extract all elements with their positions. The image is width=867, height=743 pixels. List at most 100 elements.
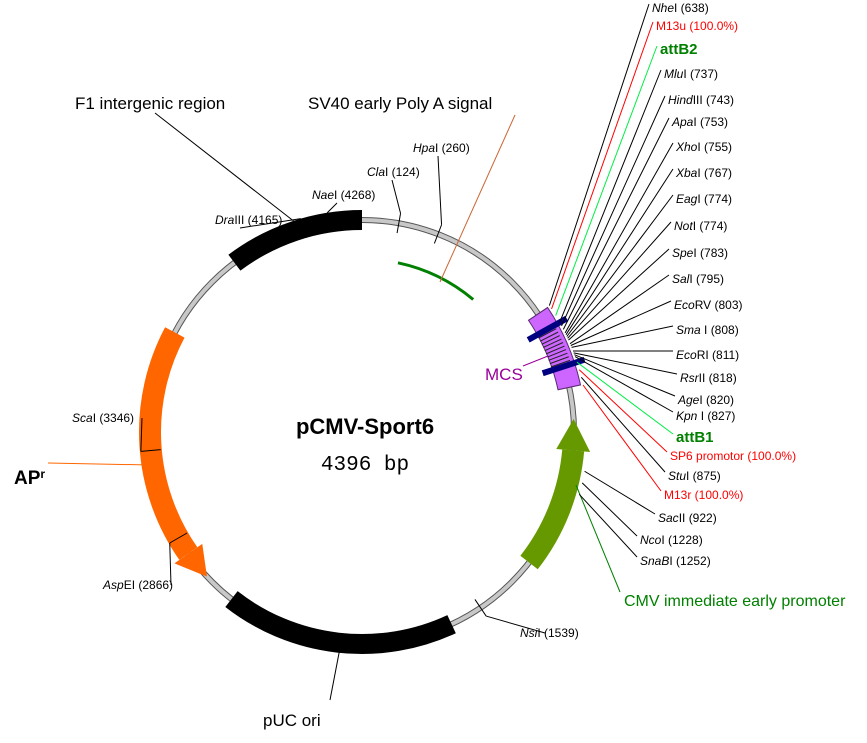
site-leader-line bbox=[574, 356, 674, 413]
site-leader-line bbox=[584, 470, 656, 515]
site-tick bbox=[300, 218, 307, 238]
enzyme-position: I (875) bbox=[686, 469, 721, 483]
enzyme-name: Spe bbox=[672, 246, 694, 260]
enzyme-name: Hind bbox=[668, 93, 693, 107]
mcs-label: MCS bbox=[485, 365, 523, 384]
mcs-leader-line bbox=[522, 355, 549, 367]
enzyme-position: I (808) bbox=[701, 323, 739, 337]
site-leader-line bbox=[580, 376, 666, 473]
restriction-site-label: SnaBI (1252) bbox=[640, 554, 711, 568]
restriction-site-label: ClaI (124) bbox=[367, 165, 420, 179]
site-tick bbox=[396, 213, 402, 234]
site-tick bbox=[539, 331, 559, 342]
enzyme-name: Nsi bbox=[520, 626, 538, 640]
enzyme-position: II (818) bbox=[699, 371, 737, 385]
restriction-site-label: NcoI (1228) bbox=[640, 533, 703, 547]
enzyme-name: Dra bbox=[215, 213, 235, 227]
site-tick bbox=[548, 352, 568, 361]
enzyme-name: Eco bbox=[676, 348, 697, 362]
site-leader-line bbox=[578, 493, 638, 558]
site-leader-line bbox=[565, 168, 674, 335]
site-tick bbox=[543, 338, 562, 348]
f1-leader-line bbox=[154, 112, 301, 227]
restriction-site-label: XhoI (755) bbox=[675, 140, 732, 154]
enzyme-name: Not bbox=[674, 219, 693, 233]
restriction-site-label: NsiI (1539) bbox=[520, 626, 579, 640]
restriction-site-label: NaeI (4268) bbox=[312, 188, 375, 202]
restriction-site-label: Sma I (808) bbox=[676, 323, 739, 337]
site-leader-line bbox=[581, 482, 638, 537]
plasmid-size: 4396 bp bbox=[321, 454, 409, 477]
enzyme-position: I (4268) bbox=[334, 188, 375, 202]
enzyme-position: I (1252) bbox=[669, 554, 710, 568]
enzyme-position: I (783) bbox=[693, 246, 728, 260]
site-leader-line bbox=[548, 3, 650, 306]
enzyme-name: Kpn bbox=[676, 409, 698, 423]
puc-leader-line bbox=[329, 647, 341, 701]
primer-label: M13u (100.0%) bbox=[656, 19, 738, 33]
att-site-label: attB1 bbox=[676, 429, 714, 446]
site-tick bbox=[550, 359, 571, 368]
enzyme-name: Nae bbox=[312, 188, 334, 202]
sv40-leader-line bbox=[439, 114, 516, 283]
leader-lines bbox=[47, 3, 678, 701]
restriction-site-label: StuI (875) bbox=[668, 469, 721, 483]
restriction-site-label: XbaI (767) bbox=[675, 166, 732, 180]
site-leader-line bbox=[239, 218, 301, 229]
enzyme-name: Cla bbox=[367, 165, 385, 179]
att-site-marker bbox=[541, 356, 586, 377]
restriction-site-label: AspEI (2866) bbox=[102, 578, 173, 592]
enzyme-position: RI (811) bbox=[697, 348, 739, 362]
enzyme-name: SnaB bbox=[640, 554, 669, 568]
site-leader-line bbox=[140, 417, 143, 452]
site-leader-line bbox=[571, 325, 674, 348]
enzyme-name: Age bbox=[677, 393, 700, 407]
enzyme-position: I (1539) bbox=[537, 626, 578, 640]
restriction-site-label: SacII (922) bbox=[658, 511, 717, 525]
enzyme-position: I (774) bbox=[693, 219, 728, 233]
enzyme-name: Nhe bbox=[652, 1, 674, 15]
site-tick bbox=[169, 532, 188, 544]
ampr-label: APr bbox=[14, 467, 45, 489]
enzyme-position: I (1228) bbox=[661, 533, 702, 547]
puc-label: pUC ori bbox=[263, 711, 321, 730]
enzyme-name: Nco bbox=[640, 533, 662, 547]
enzyme-position: I (3346) bbox=[93, 411, 134, 425]
site-leader-line bbox=[570, 300, 672, 346]
restriction-site-label: RsrII (818) bbox=[680, 371, 737, 385]
restriction-site-label: ApaI (753) bbox=[671, 115, 728, 129]
ampr-arc bbox=[139, 327, 198, 560]
site-tick bbox=[433, 224, 443, 244]
site-leader-line bbox=[555, 45, 658, 316]
restriction-site-label: ScaI (3346) bbox=[72, 411, 134, 425]
primer-label: M13r (100.0%) bbox=[664, 488, 743, 502]
site-leader-line bbox=[574, 354, 676, 397]
enzyme-position: RV (803) bbox=[695, 298, 743, 312]
site-tick bbox=[538, 328, 557, 339]
enzyme-position: II (922) bbox=[679, 511, 717, 525]
enzyme-position: I (638) bbox=[674, 1, 709, 15]
restriction-site-label: EcoRV (803) bbox=[674, 298, 743, 312]
site-tick bbox=[474, 599, 487, 617]
restriction-site-label: EcoRI (811) bbox=[676, 348, 739, 362]
site-tick bbox=[326, 212, 331, 233]
enzyme-position: III (4165) bbox=[234, 213, 282, 227]
site-leader-line bbox=[559, 69, 662, 323]
site-tick bbox=[549, 356, 569, 365]
enzyme-position: EI (2866) bbox=[124, 578, 173, 592]
enzyme-position: I (737) bbox=[683, 67, 718, 81]
cmv-label: CMV immediate early promoter bbox=[624, 593, 846, 610]
site-leader-line bbox=[578, 369, 668, 453]
enzyme-name: Sca bbox=[72, 411, 93, 425]
enzyme-position: III (743) bbox=[693, 93, 734, 107]
site-labels: DraIII (4165) NaeI (4268) ClaI (124) HpaI (… bbox=[72, 1, 796, 640]
site-leader-line bbox=[437, 155, 443, 225]
enzyme-position: I (820) bbox=[699, 393, 734, 407]
site-leader-line bbox=[566, 194, 674, 337]
site-leader-line bbox=[326, 202, 338, 214]
restriction-site-label: HpaI (260) bbox=[413, 141, 470, 155]
restriction-site-label: Kpn I (827) bbox=[676, 409, 735, 423]
ampr-arrowhead bbox=[174, 543, 207, 577]
site-tick bbox=[544, 342, 564, 352]
